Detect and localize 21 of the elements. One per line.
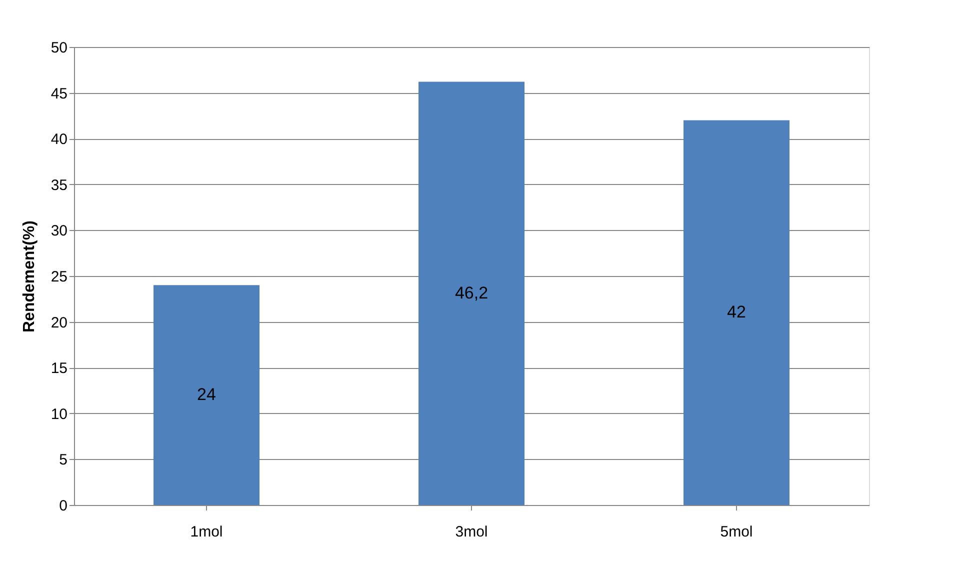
y-tick-label: 45	[50, 85, 68, 102]
y-tick-label: 30	[50, 222, 68, 240]
data-label: 24	[197, 385, 216, 404]
y-tick-label: 10	[50, 406, 68, 423]
y-tick-label: 40	[50, 131, 68, 148]
data-label: 42	[727, 302, 746, 322]
y-tick-label: 35	[50, 176, 68, 194]
x-tick-label: 1mol	[190, 524, 223, 540]
bar	[418, 82, 524, 505]
y-tick-label: 20	[50, 314, 68, 332]
y-tick-label: 50	[50, 40, 68, 56]
x-tick-label: 3mol	[455, 524, 488, 540]
y-tick-label: 25	[50, 268, 68, 286]
bar	[684, 120, 790, 505]
y-tick-label: 15	[50, 360, 68, 378]
data-label: 46,2	[454, 283, 488, 302]
bar	[154, 285, 260, 505]
y-tick-label: 5	[59, 452, 68, 469]
y-axis-title: Rendement(%)	[20, 220, 38, 333]
y-tick-label: 0	[59, 498, 68, 514]
x-tick-label: 5mol	[720, 524, 753, 540]
